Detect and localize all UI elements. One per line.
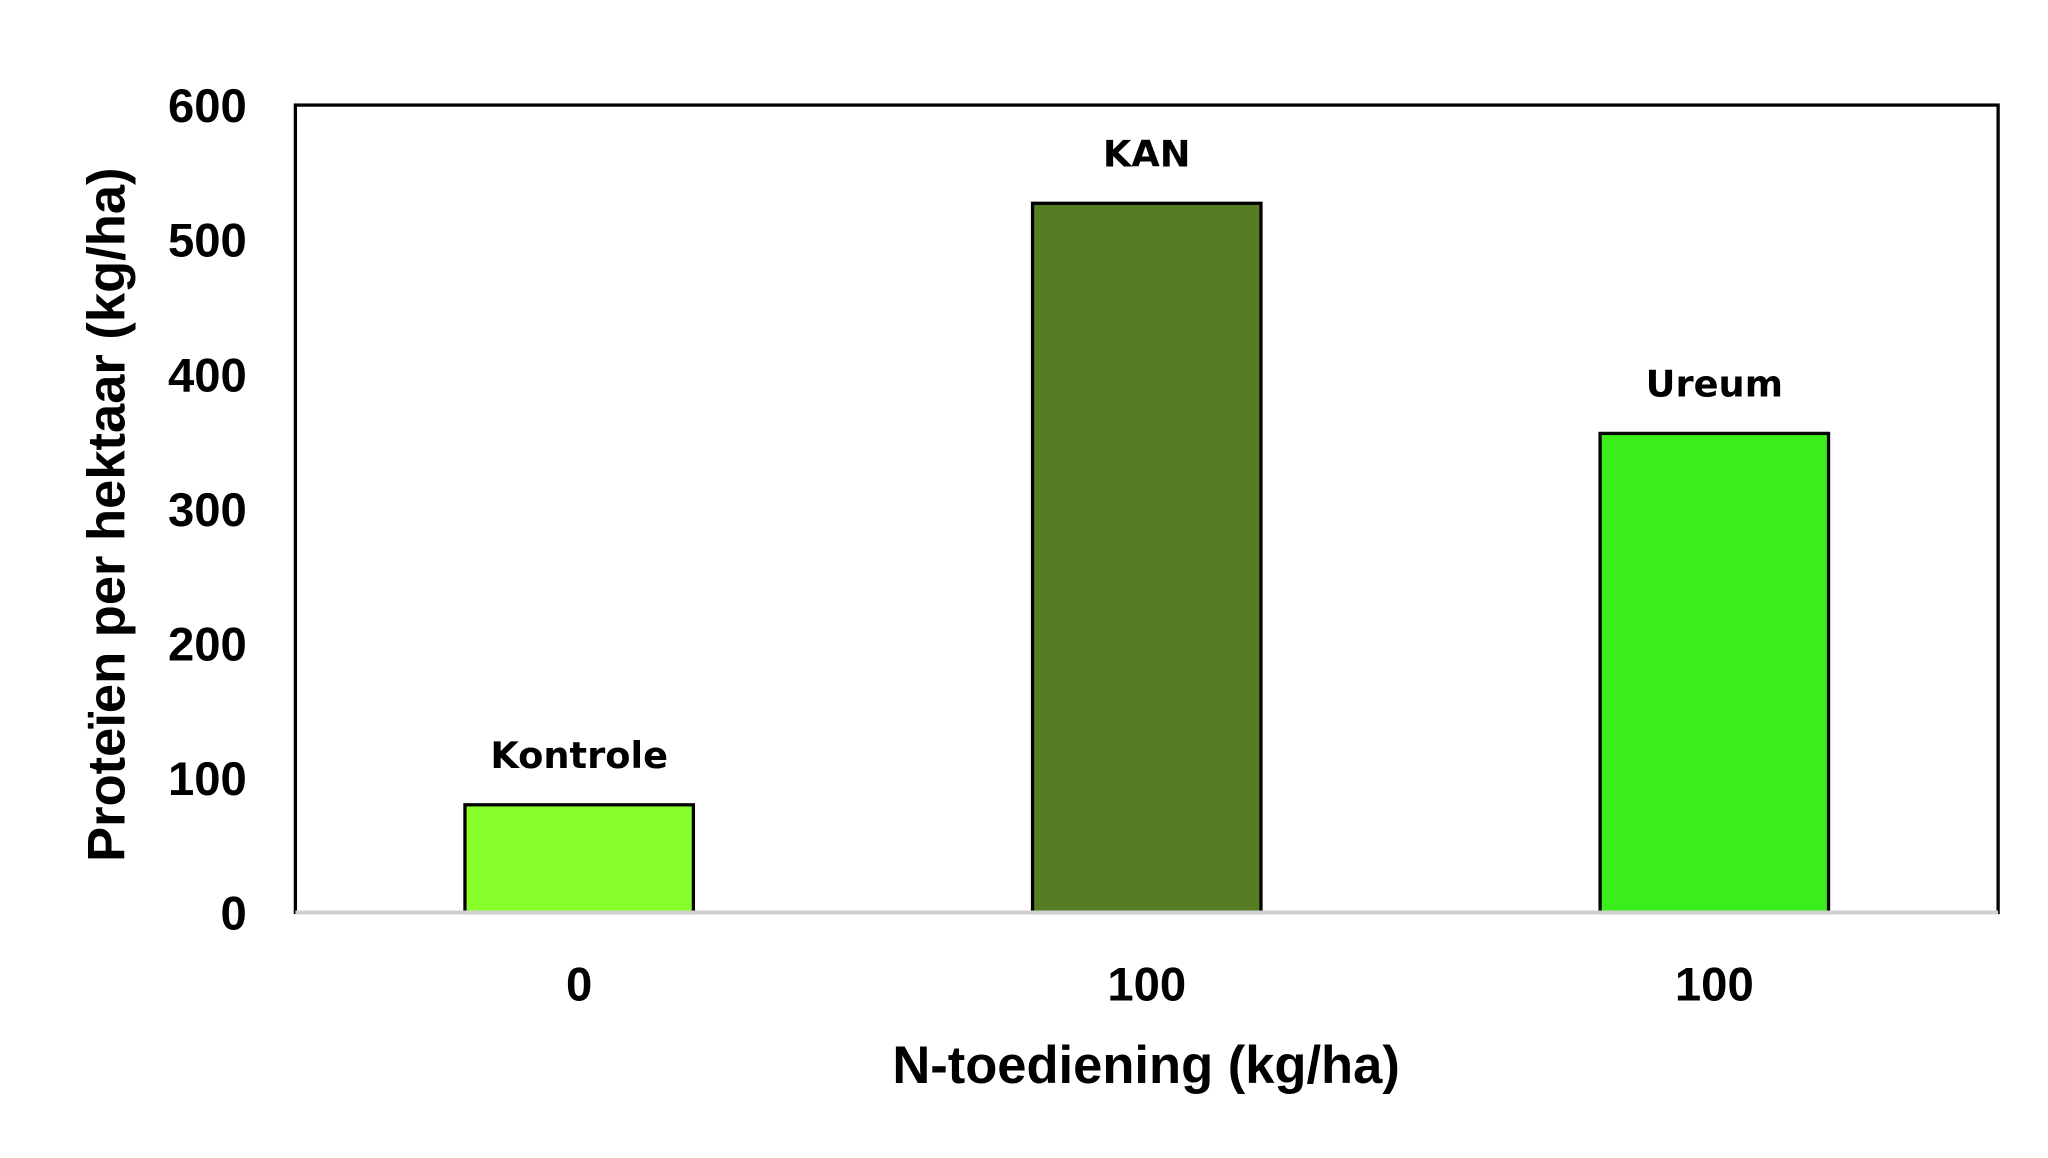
y-tick-label: 500 [168, 215, 247, 268]
x-axis-label: N-toediening (kg/ha) [892, 1036, 1399, 1095]
y-tick-label: 100 [168, 753, 247, 806]
y-tick-label: 300 [168, 484, 247, 537]
bar-kontrole [463, 803, 696, 915]
bar-kan [1030, 201, 1263, 915]
x-tick-label: 0 [566, 958, 592, 1011]
bar-label: KAN [1103, 133, 1191, 176]
bar-label: Kontrole [490, 734, 668, 777]
x-tick-label: 100 [1675, 958, 1754, 1011]
bar-label: Ureum [1646, 363, 1783, 406]
bar-ureum [1598, 431, 1831, 915]
y-tick-label: 400 [168, 349, 247, 402]
y-tick-label: 600 [168, 80, 247, 133]
y-axis-label: Proteïen per hektaar (kg/ha) [78, 167, 137, 861]
y-tick-label: 0 [221, 888, 247, 941]
y-tick-label: 200 [168, 618, 247, 671]
x-tick-label: 100 [1107, 958, 1186, 1011]
